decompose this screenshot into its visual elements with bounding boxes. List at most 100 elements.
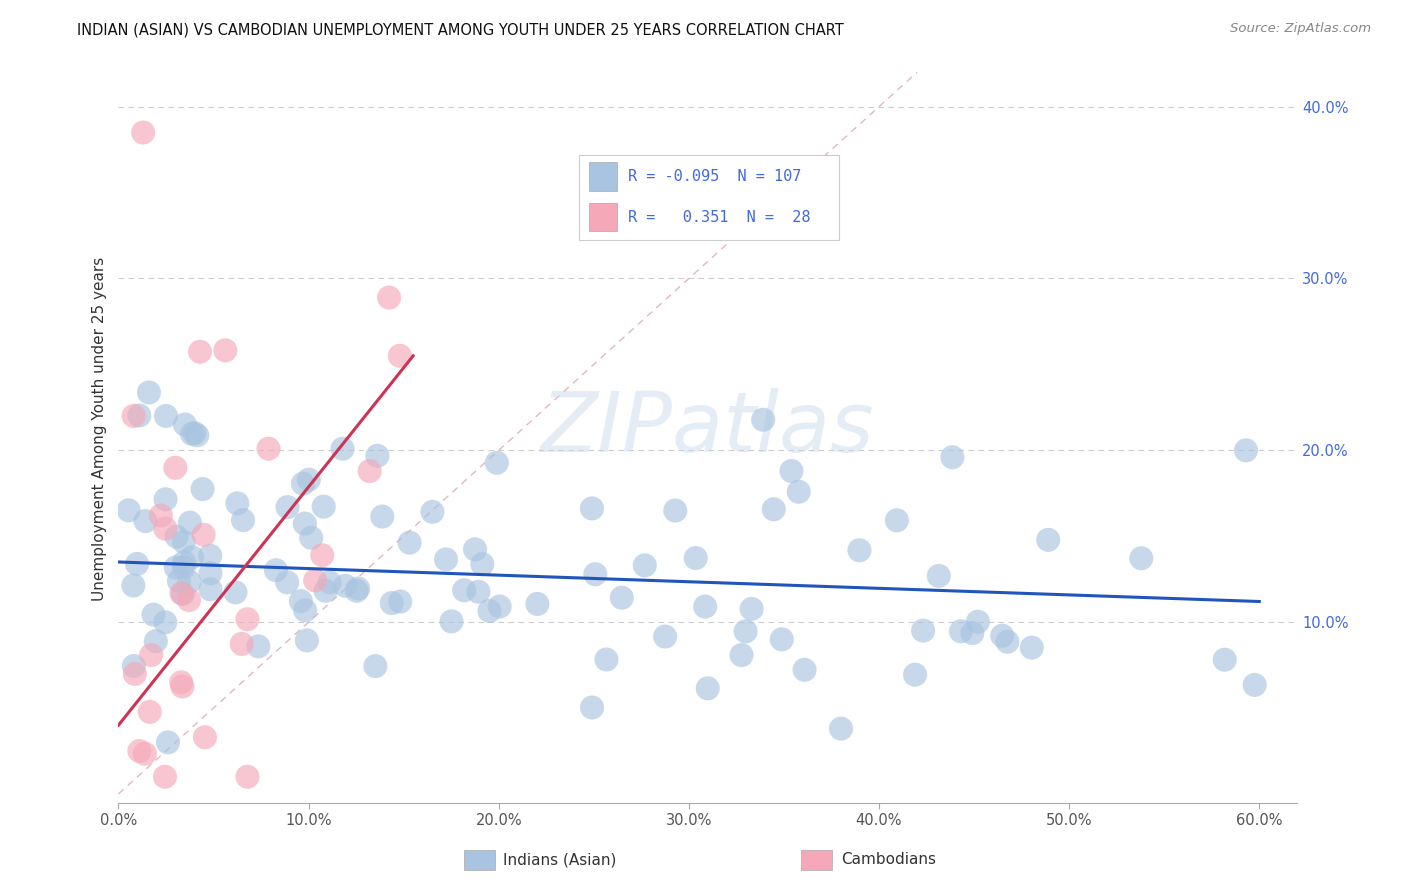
Point: [696, 681, 718, 696]
Point: [155, 522, 177, 536]
Point: [664, 503, 686, 517]
Point: [346, 583, 368, 598]
Point: [581, 700, 603, 714]
Point: [685, 551, 707, 566]
Point: [762, 502, 785, 516]
Point: [183, 426, 205, 441]
Point: [173, 535, 195, 549]
Point: [165, 560, 187, 574]
Point: [276, 500, 298, 515]
Point: [734, 624, 756, 639]
Point: [304, 574, 326, 588]
Point: [232, 513, 254, 527]
Point: [149, 508, 172, 523]
Point: [928, 569, 950, 583]
Point: [226, 496, 249, 510]
Point: [848, 543, 870, 558]
Point: [173, 560, 195, 574]
Point: [290, 594, 312, 608]
Point: [359, 464, 381, 478]
Point: [315, 583, 337, 598]
Text: R =   0.351  N =  28: R = 0.351 N = 28: [628, 210, 811, 225]
Point: [634, 558, 657, 573]
Point: [118, 503, 141, 517]
Point: [165, 460, 187, 475]
Text: R = -0.095  N = 107: R = -0.095 N = 107: [628, 169, 801, 184]
Point: [167, 574, 190, 588]
Point: [366, 449, 388, 463]
Point: [941, 450, 963, 465]
Point: [298, 473, 321, 487]
Point: [142, 607, 165, 622]
Point: [787, 484, 810, 499]
Point: [793, 663, 815, 677]
Point: [231, 637, 253, 651]
Point: [464, 542, 486, 557]
Point: [173, 555, 195, 569]
Point: [398, 535, 420, 549]
Point: [122, 409, 145, 423]
Point: [224, 585, 246, 599]
Point: [730, 648, 752, 662]
Point: [193, 527, 215, 541]
Point: [610, 591, 633, 605]
Point: [166, 530, 188, 544]
Point: [312, 500, 335, 514]
Point: [295, 633, 318, 648]
Point: [247, 640, 270, 654]
Point: [194, 730, 217, 744]
Point: [188, 344, 211, 359]
Text: Indians (Asian): Indians (Asian): [503, 853, 617, 867]
Point: [991, 629, 1014, 643]
Point: [453, 583, 475, 598]
Point: [155, 615, 177, 630]
Point: [200, 549, 222, 563]
Point: [276, 575, 298, 590]
Point: [124, 666, 146, 681]
Point: [299, 531, 322, 545]
Point: [170, 586, 193, 600]
Point: [174, 417, 197, 432]
Point: [132, 125, 155, 139]
Point: [179, 574, 201, 589]
Point: [257, 442, 280, 456]
Point: [485, 456, 508, 470]
Point: [138, 385, 160, 400]
Text: Source: ZipAtlas.com: Source: ZipAtlas.com: [1230, 22, 1371, 36]
Point: [291, 476, 314, 491]
Point: [478, 604, 501, 618]
Point: [440, 615, 463, 629]
Point: [125, 557, 148, 571]
Point: [967, 615, 990, 629]
Point: [830, 722, 852, 736]
Point: [371, 509, 394, 524]
Point: [191, 482, 214, 496]
Point: [294, 516, 316, 531]
Point: [654, 630, 676, 644]
Point: [172, 680, 194, 694]
Point: [332, 442, 354, 456]
Point: [581, 501, 603, 516]
Point: [962, 626, 984, 640]
Point: [471, 557, 494, 571]
Text: ZIPatlas: ZIPatlas: [541, 388, 875, 469]
Y-axis label: Unemployment Among Youth under 25 years: Unemployment Among Youth under 25 years: [93, 257, 107, 601]
Point: [145, 634, 167, 648]
Point: [912, 624, 935, 638]
Point: [318, 575, 340, 590]
Point: [172, 587, 194, 601]
Point: [1038, 533, 1060, 547]
Point: [200, 582, 222, 597]
Point: [741, 602, 763, 616]
Point: [1213, 653, 1236, 667]
Point: [186, 428, 208, 442]
Point: [177, 593, 200, 607]
Point: [1243, 678, 1265, 692]
Point: [364, 659, 387, 673]
Point: [155, 492, 177, 507]
Point: [128, 409, 150, 423]
Point: [388, 349, 411, 363]
Point: [488, 599, 510, 614]
Point: [695, 599, 717, 614]
Point: [381, 596, 404, 610]
